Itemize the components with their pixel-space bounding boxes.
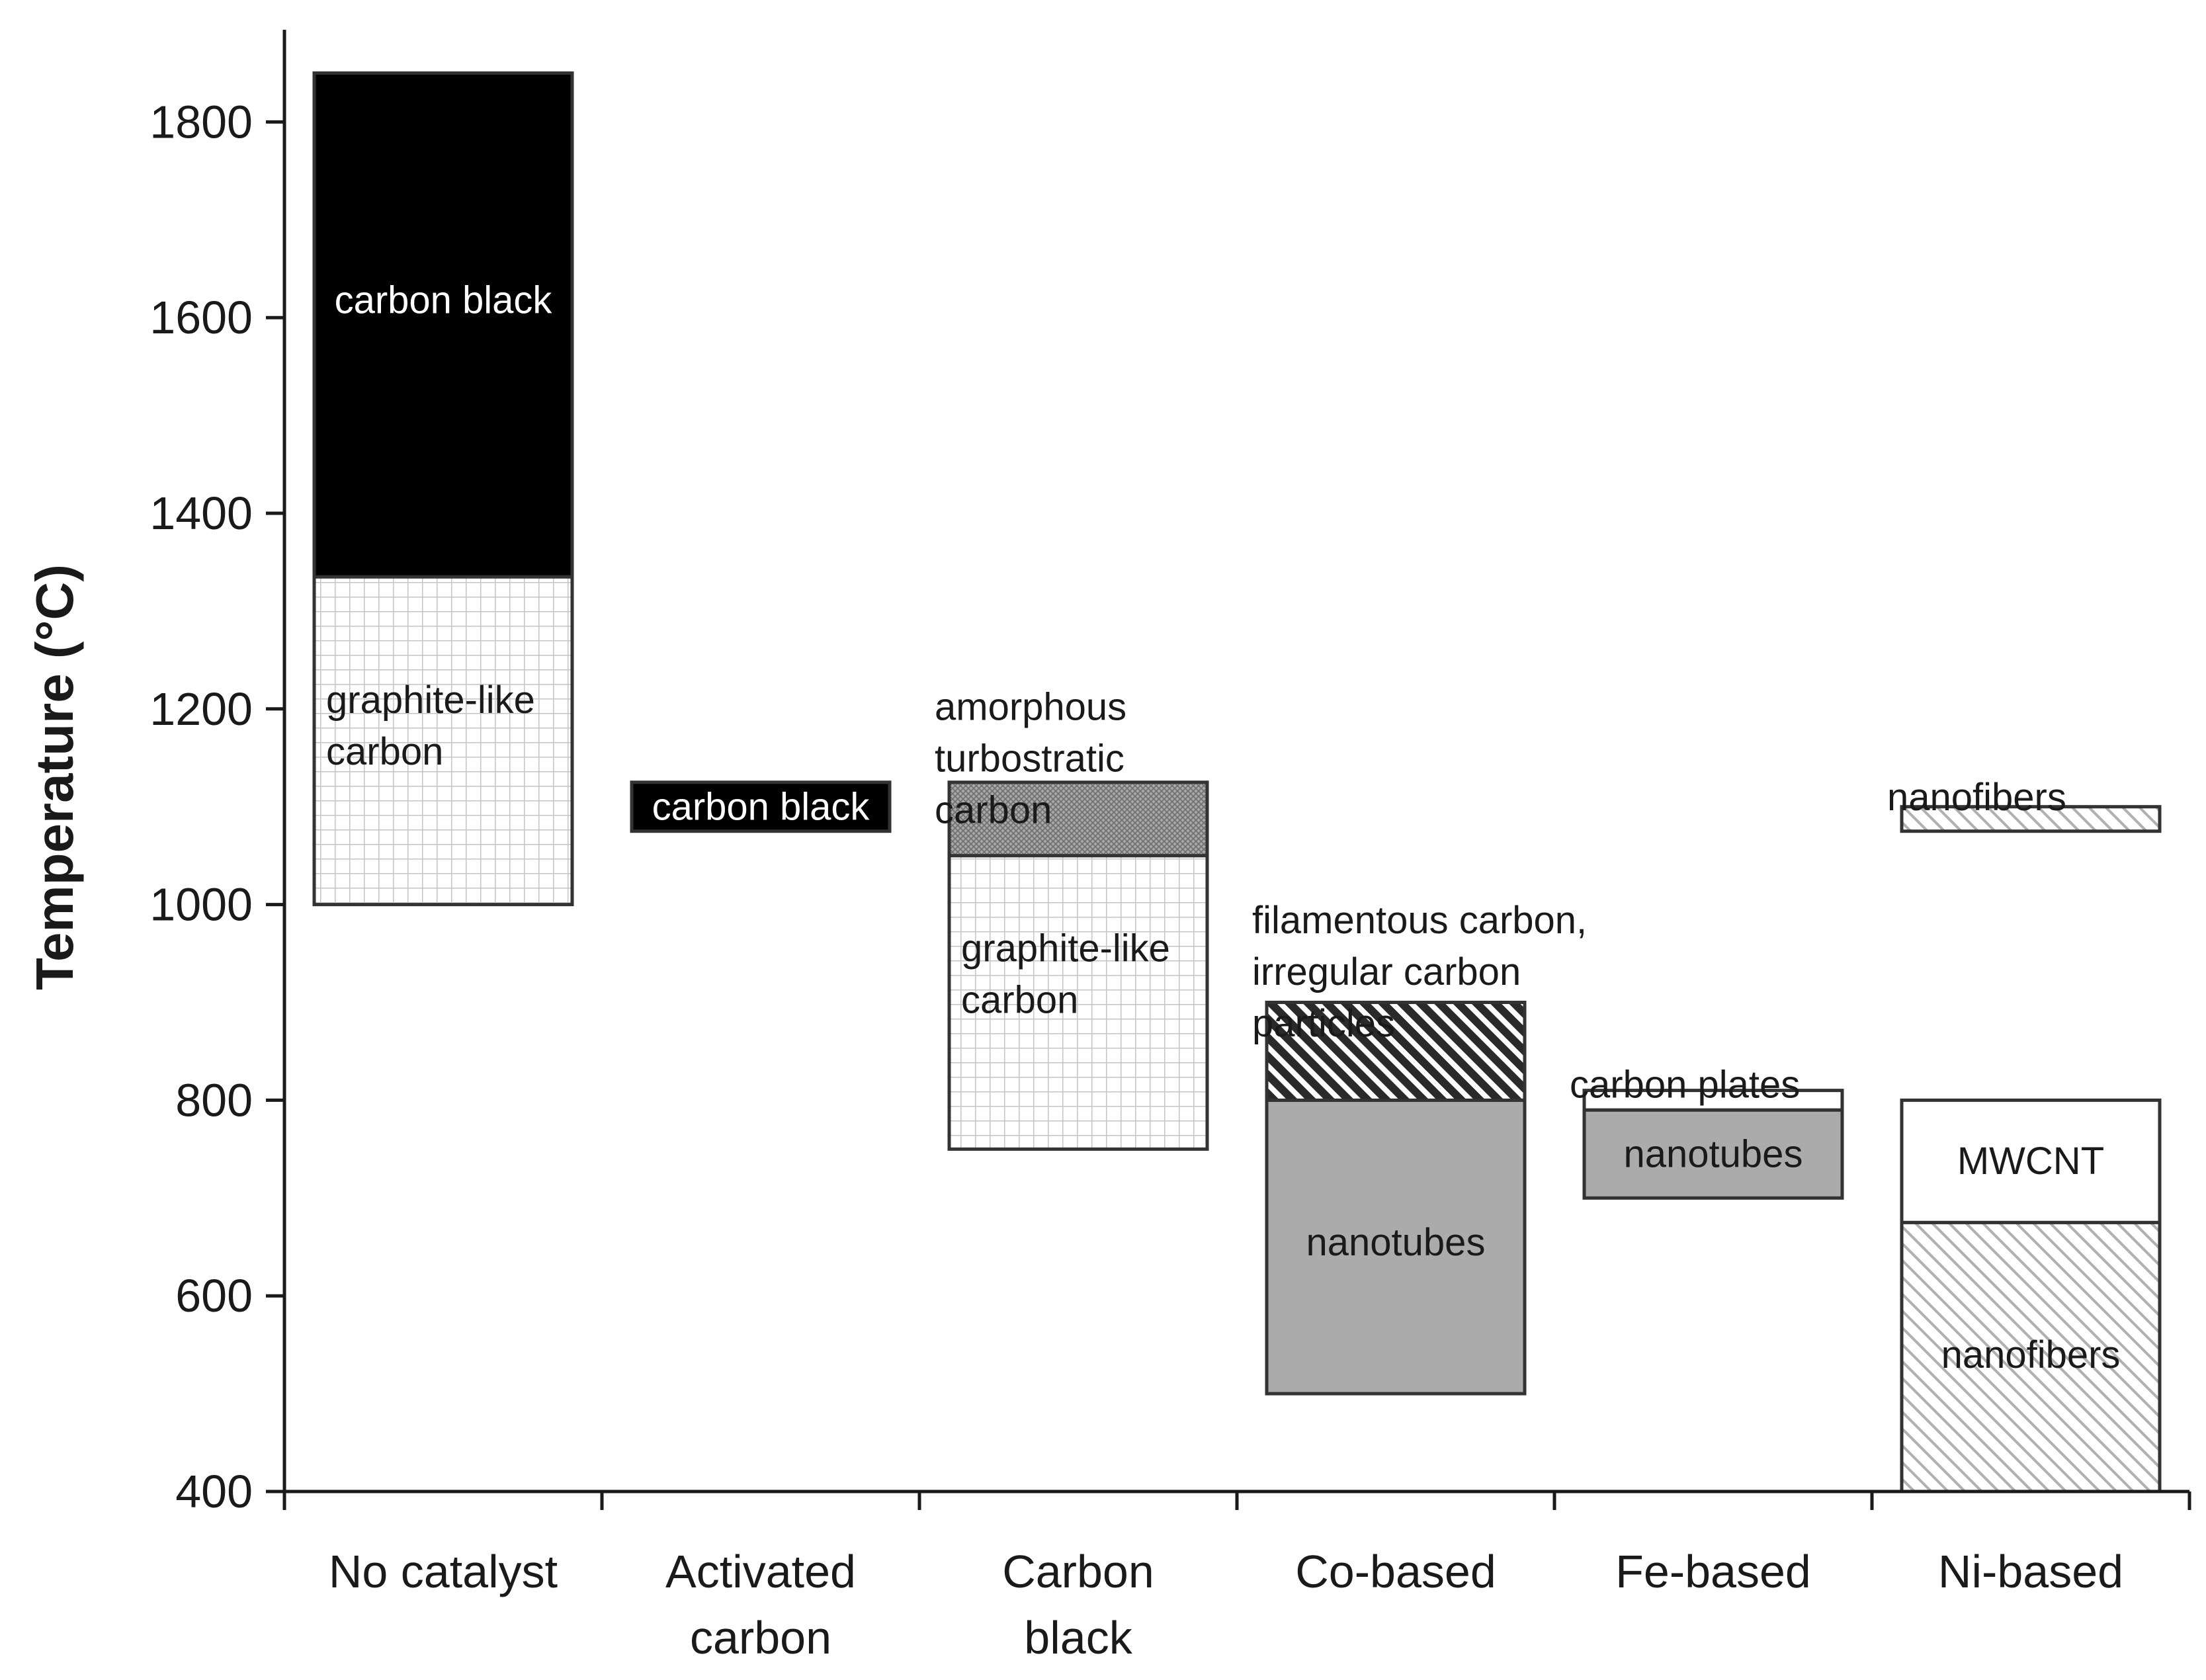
annotation-label: filamentous carbon, (1252, 899, 1587, 942)
bar-segment-graphite-like-carbon (312, 575, 574, 907)
annotation-label: carbon plates (1570, 1064, 1800, 1107)
segment-label: graphite-like (326, 679, 535, 722)
annotation-label: particles (1252, 1002, 1395, 1045)
y-tick-label: 1200 (149, 683, 253, 735)
y-tick-label: 1400 (149, 487, 253, 539)
x-category-label: Activated (665, 1546, 856, 1597)
segment-label: MWCNT (1957, 1140, 2104, 1183)
segment-label: carbon black (652, 786, 870, 829)
y-axis-title: Temperature (°C) (25, 564, 84, 990)
bar-segment-filamentous-carbon-irregular-carbon-particles (1265, 1001, 1527, 1102)
annotation-label: amorphous (935, 686, 1126, 729)
segment-label: graphite-like (961, 927, 1170, 970)
bar-segment-carbon-black (312, 71, 574, 579)
y-tick-label: 1600 (149, 292, 253, 343)
annotation-label: nanofibers (1887, 776, 2066, 819)
bar-segment-carbon-black (630, 780, 892, 833)
bar-segment-mwcnt (1900, 1098, 2162, 1224)
segment-label: nanotubes (1624, 1133, 1803, 1176)
annotation-label: turbostratic (935, 737, 1124, 780)
x-category-label: Carbon (1002, 1546, 1154, 1597)
bars-layer (312, 71, 2162, 1493)
annotation-label: carbon (935, 789, 1052, 832)
segment-label: carbon (961, 979, 1078, 1022)
bar-segment-nanofibers (1900, 805, 2162, 833)
labels-layer: graphite-like carbon carbon black carbon bl… (326, 279, 2120, 1376)
segment-label: carbon (326, 730, 443, 773)
x-category-label: Fe-based (1615, 1546, 1811, 1597)
x-category-label: Ni-based (1938, 1546, 2123, 1597)
annotation-label: irregular carbon (1252, 950, 1521, 993)
bar-segment-nanotubes (1582, 1108, 1844, 1200)
segment-label: nanotubes (1306, 1221, 1486, 1264)
axes: Temperature (°C) 400 600 800 1000 1200 1400 16… (25, 30, 2191, 1663)
x-category-label: No catalyst (329, 1546, 558, 1597)
bar-segment-nanotubes (1265, 1098, 1527, 1396)
x-category-label: carbon (690, 1612, 831, 1663)
y-tick-label: 400 (175, 1466, 253, 1517)
y-tick-label: 1000 (149, 879, 253, 931)
x-category-label: Co-based (1295, 1546, 1496, 1597)
bar-segment-amorphous-turbostratic-carbon (947, 780, 1209, 858)
y-tick-label: 1800 (149, 96, 253, 147)
segment-label: carbon black (335, 279, 553, 322)
x-category-label: black (1024, 1612, 1132, 1663)
y-tick-label: 800 (175, 1074, 253, 1126)
segment-label: nanofibers (1941, 1333, 2121, 1376)
bar-segment-carbon-plates (1582, 1089, 1844, 1112)
y-tick-label: 600 (175, 1270, 253, 1322)
